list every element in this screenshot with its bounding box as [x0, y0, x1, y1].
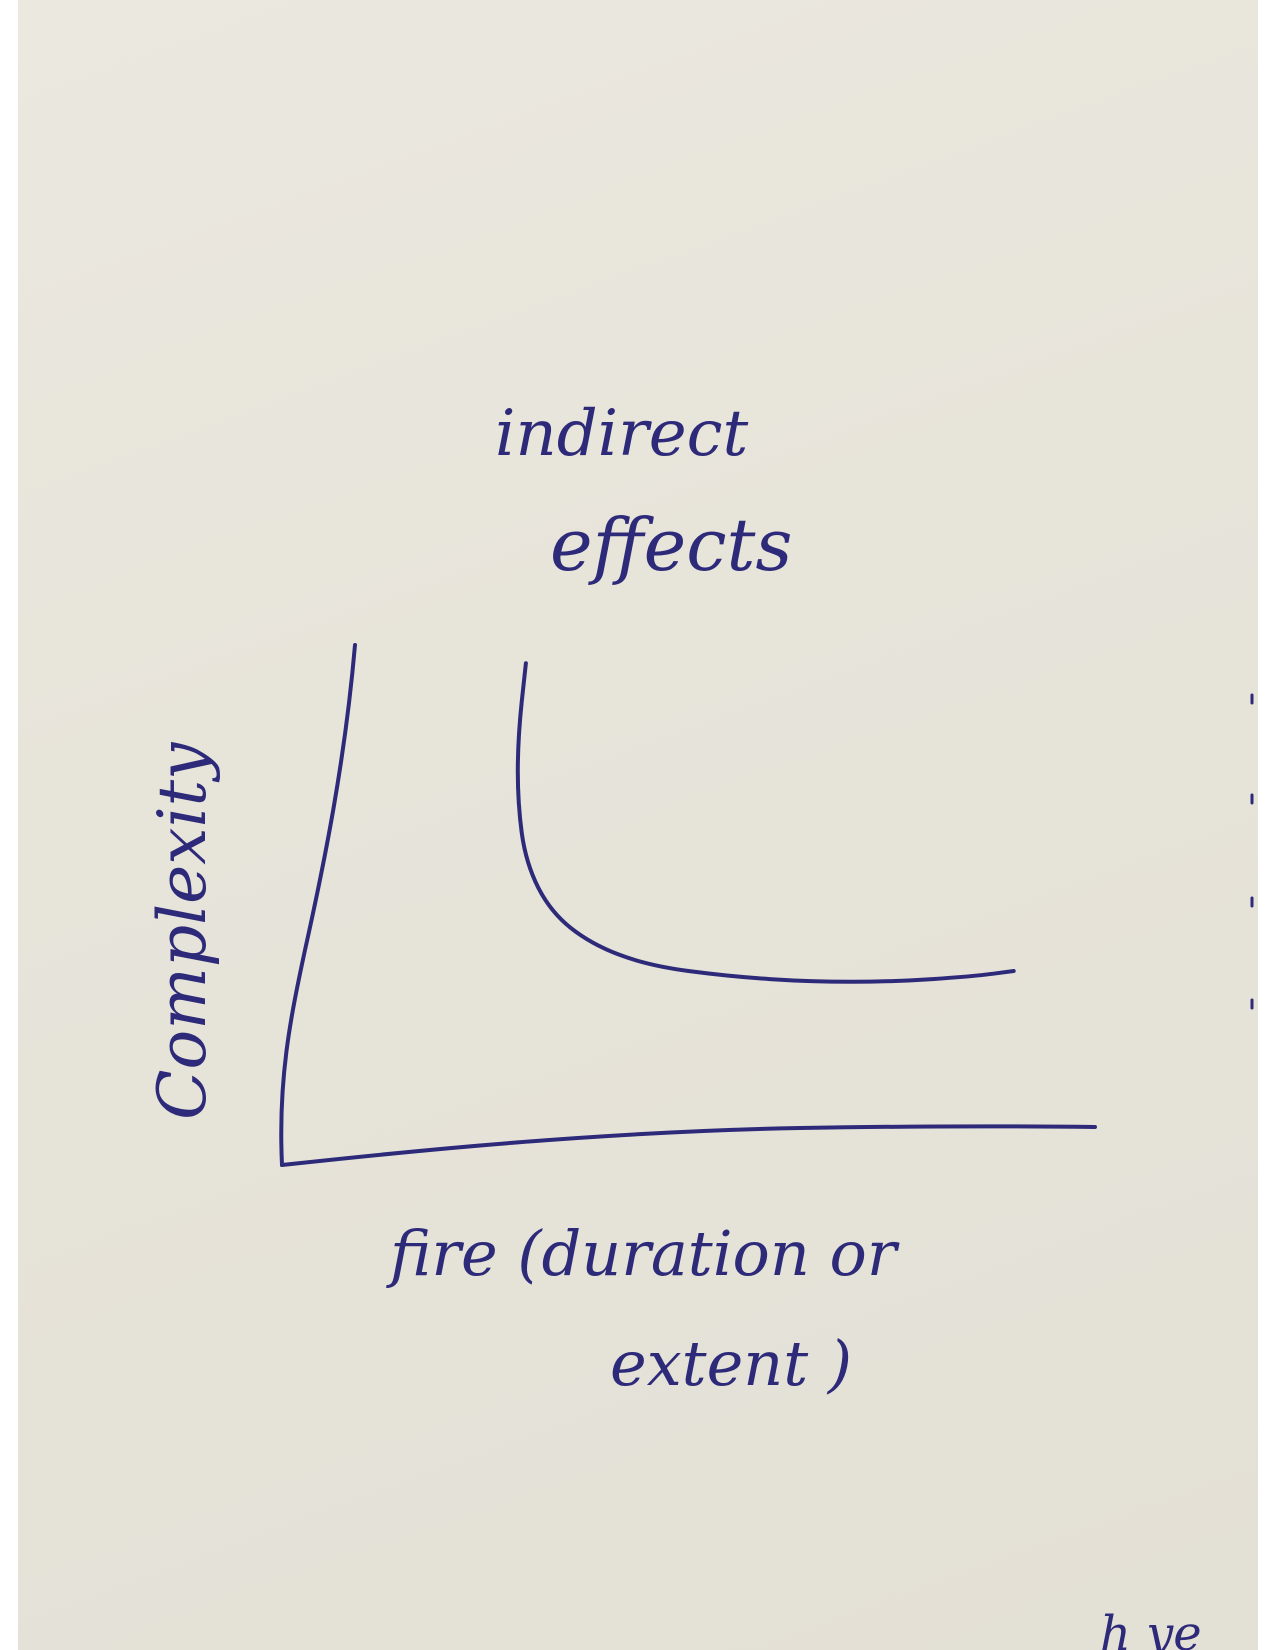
x-axis-label-line-2: extent )	[610, 1327, 852, 1400]
y-axis-line	[279, 643, 357, 1167]
x-axis-line	[280, 1124, 1097, 1167]
chart-title-line-2: effects	[550, 503, 792, 587]
x-axis-label-line-1: fire (duration or	[386, 1217, 900, 1290]
y-axis-label: Complexity	[144, 742, 221, 1120]
paper-sheet	[18, 0, 1258, 1650]
chart-title-line-1: indirect	[495, 397, 748, 471]
margin-scribble-text: h ye	[1100, 1606, 1202, 1650]
series-line-0	[515, 661, 1016, 984]
series-layer	[515, 661, 1016, 984]
